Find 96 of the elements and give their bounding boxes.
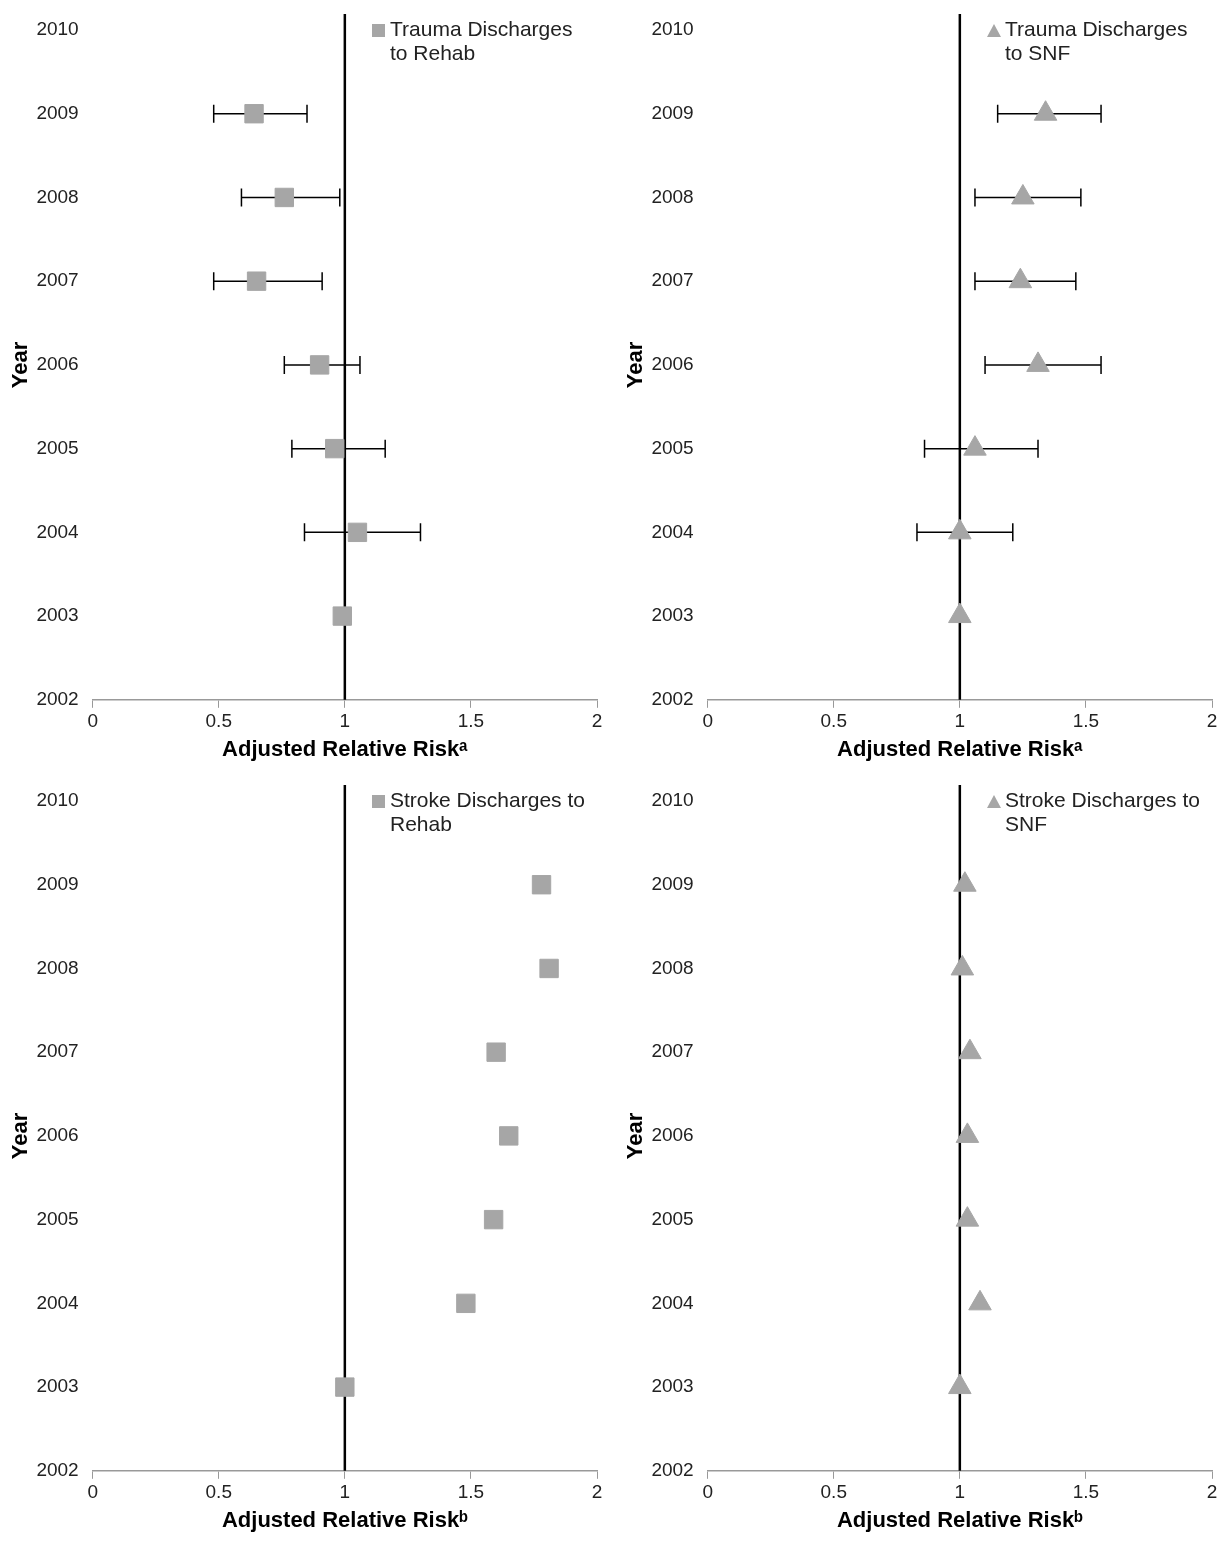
- point: [963, 435, 987, 456]
- point: [958, 1038, 982, 1060]
- y-tick-label: 2009: [651, 101, 694, 123]
- point: [1026, 351, 1050, 372]
- x-tick-label: 1: [954, 1481, 966, 1503]
- point: [486, 1042, 506, 1062]
- y-tick-label: 2006: [651, 353, 694, 375]
- x-axis-title: Adjusted Relative Riskᵃ: [222, 735, 469, 761]
- y-tick-label: 2002: [36, 688, 79, 710]
- x-axis-title: Adjusted Relative Riskᵇ: [221, 1506, 469, 1532]
- x-axis-title: Adjusted Relative Riskᵃ: [837, 735, 1084, 761]
- y-tick-label: 2008: [651, 956, 694, 978]
- x-tick-label: 1.5: [1072, 710, 1100, 732]
- y-tick-label: 2007: [651, 1040, 694, 1062]
- point: [948, 1373, 972, 1395]
- point: [332, 606, 353, 626]
- y-tick-label: 2002: [36, 1459, 79, 1481]
- x-tick-label: 0.5: [205, 710, 232, 732]
- y-tick-label: 2003: [36, 604, 79, 626]
- point: [244, 104, 264, 124]
- x-tick-label: 0: [702, 710, 713, 732]
- x-tick-label: 0: [87, 710, 98, 732]
- y-tick-label: 2010: [651, 18, 694, 40]
- x-tick-label: 2: [1206, 710, 1218, 732]
- point: [274, 187, 295, 208]
- y-tick-label: 2004: [651, 520, 695, 542]
- y-tick-label: 2003: [36, 1375, 79, 1397]
- point: [955, 1206, 980, 1227]
- x-axis-title: Adjusted Relative Riskᵇ: [836, 1506, 1084, 1532]
- y-tick-label: 2005: [651, 436, 694, 458]
- y-tick-label: 2006: [36, 353, 79, 375]
- y-tick-label: 2006: [36, 1124, 79, 1146]
- x-tick-label: 1.5: [1072, 1481, 1100, 1503]
- y-tick-label: 2005: [36, 436, 79, 458]
- point: [948, 602, 972, 624]
- y-axis-title: Year: [622, 341, 648, 389]
- x-tick-label: 2: [591, 1481, 603, 1503]
- point: [499, 1126, 519, 1146]
- y-tick-label: 2005: [651, 1207, 694, 1229]
- x-tick-label: 1: [954, 710, 966, 732]
- point: [950, 954, 975, 976]
- point: [347, 522, 368, 543]
- y-tick-label: 2003: [651, 604, 694, 626]
- y-tick-label: 2010: [36, 789, 79, 811]
- y-tick-label: 2008: [36, 956, 79, 978]
- point: [483, 1209, 504, 1230]
- x-tick-label: 0.5: [820, 1481, 847, 1503]
- y-tick-label: 2004: [651, 1291, 695, 1313]
- x-tick-label: 0: [87, 1481, 98, 1503]
- y-axis-title: Year: [7, 1112, 33, 1160]
- y-axis-title: Year: [622, 1112, 648, 1160]
- point: [335, 1377, 355, 1397]
- x-tick-label: 1.5: [457, 1481, 485, 1503]
- legend-label: Stroke Discharges to SNF: [1005, 788, 1200, 836]
- point: [955, 1122, 980, 1143]
- legend-label: Trauma Discharges to SNF: [1005, 17, 1188, 65]
- y-tick-label: 2010: [651, 789, 694, 811]
- x-tick-label: 0: [702, 1481, 713, 1503]
- x-tick-label: 0.5: [820, 710, 847, 732]
- x-tick-label: 2: [1206, 1481, 1218, 1503]
- y-tick-label: 2004: [36, 520, 80, 542]
- y-tick-label: 2002: [651, 688, 694, 710]
- point: [1011, 183, 1035, 205]
- y-tick-label: 2007: [36, 269, 79, 291]
- y-tick-label: 2010: [36, 18, 79, 40]
- y-tick-label: 2007: [651, 269, 694, 291]
- point: [246, 271, 267, 291]
- point: [1033, 100, 1058, 121]
- legend-label: Stroke Discharges to Rehab: [390, 788, 585, 836]
- y-axis-title: Year: [7, 341, 33, 389]
- y-tick-label: 2003: [651, 1375, 694, 1397]
- x-tick-label: 1.5: [457, 710, 485, 732]
- point: [456, 1293, 476, 1314]
- y-tick-label: 2009: [36, 872, 79, 894]
- y-tick-label: 2008: [651, 185, 694, 207]
- point: [968, 1289, 992, 1311]
- point: [531, 875, 552, 895]
- y-tick-label: 2008: [36, 185, 79, 207]
- x-tick-label: 2: [591, 710, 603, 732]
- point: [309, 355, 330, 375]
- legend-label: Trauma Discharges to Rehab: [390, 17, 573, 65]
- x-tick-label: 1: [339, 1481, 351, 1503]
- point: [325, 438, 345, 459]
- y-tick-label: 2004: [36, 1291, 80, 1313]
- y-tick-label: 2007: [36, 1040, 79, 1062]
- point: [1008, 267, 1033, 289]
- y-tick-label: 2006: [651, 1124, 694, 1146]
- point: [948, 518, 972, 540]
- point: [539, 958, 559, 979]
- y-tick-label: 2009: [651, 872, 694, 894]
- y-tick-label: 2005: [36, 1207, 79, 1229]
- x-tick-label: 0.5: [205, 1481, 232, 1503]
- y-tick-label: 2009: [36, 101, 79, 123]
- x-tick-label: 1: [339, 710, 351, 732]
- point: [953, 871, 977, 892]
- y-tick-label: 2002: [651, 1459, 694, 1481]
